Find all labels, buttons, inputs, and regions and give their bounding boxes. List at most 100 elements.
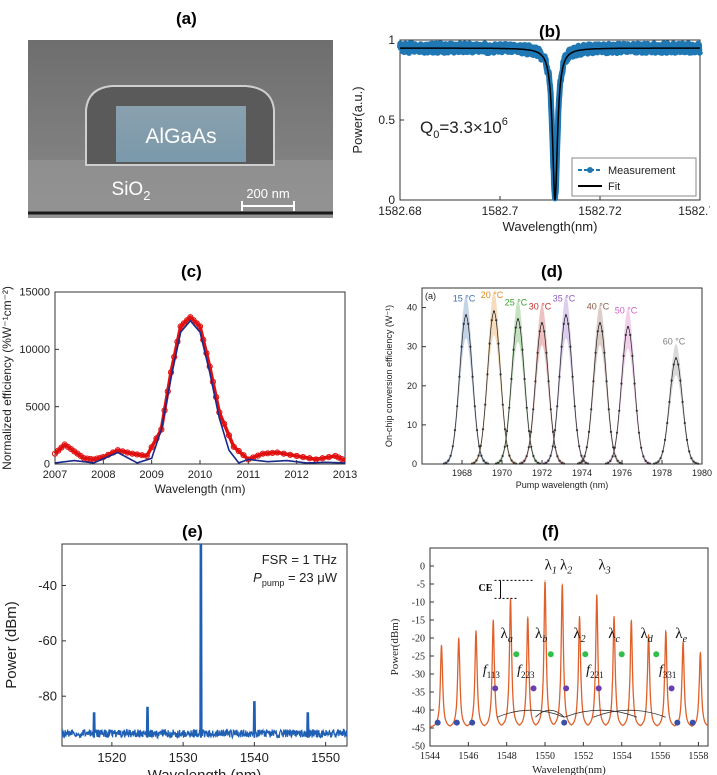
chart-e: 1520 1530 1540 1550 -40 -60 -80 Wavelength (nm)… xyxy=(3,543,348,775)
y-axis-label: Power (dBm) xyxy=(3,601,20,689)
f-symbol: f xyxy=(517,663,523,678)
series-point xyxy=(508,454,511,457)
series-point xyxy=(646,461,649,464)
y-tick-label: 0 xyxy=(420,561,425,572)
spectrum-peak xyxy=(475,630,477,632)
f-label: f331 xyxy=(659,663,676,680)
series-point xyxy=(624,333,627,337)
sem-substrate-subscript: 2 xyxy=(143,188,150,203)
series-point xyxy=(501,403,504,406)
x-tick-label: 1530 xyxy=(169,750,198,765)
series-point xyxy=(609,459,612,462)
series-point xyxy=(615,431,619,434)
series-point xyxy=(475,459,478,462)
series-point xyxy=(470,462,474,465)
x-tick-label: 1558 xyxy=(688,751,708,762)
series-point xyxy=(534,459,537,462)
spectrum-peak xyxy=(492,619,494,621)
series-point xyxy=(469,345,472,348)
spectrum-peak xyxy=(458,637,460,639)
series-point xyxy=(525,455,528,458)
series-point xyxy=(666,421,669,425)
panel-label-f: (f) xyxy=(542,522,559,541)
series-point xyxy=(442,462,446,465)
series-point xyxy=(644,459,647,462)
y-tick-label: -30 xyxy=(412,669,425,680)
legend-measurement-marker xyxy=(587,167,593,173)
plot-frame xyxy=(61,543,348,747)
f-label: f113 xyxy=(483,663,501,680)
lambda-symbol: λ xyxy=(545,558,553,574)
measurement-point xyxy=(335,454,342,461)
blue-marker xyxy=(689,719,696,726)
series-point xyxy=(642,455,645,458)
lambda-symbol: λ xyxy=(675,626,683,642)
lambda-symbol: λ xyxy=(641,626,649,642)
x-tick-label: 1974 xyxy=(572,468,592,478)
series-point xyxy=(679,379,682,382)
x-tick-label: 1544 xyxy=(420,751,440,762)
chart-b: 1582.68 1582.7 1582.72 1582.74 0 0.5 1 Waveleng… xyxy=(350,33,710,234)
coupling-arrow xyxy=(496,709,565,718)
purple-marker xyxy=(563,685,570,692)
sem-image: AlGaAs SiO2 200 nm xyxy=(28,40,333,218)
series-point xyxy=(488,342,491,345)
measurement-point xyxy=(55,447,62,454)
panel-label-a: (a) xyxy=(176,9,197,28)
lambda-subscript: e xyxy=(683,634,688,645)
measurement-point xyxy=(300,454,307,461)
series-point xyxy=(514,326,517,329)
measurement-point xyxy=(196,323,204,330)
lambda-symbol: λ xyxy=(608,626,616,642)
blue-marker xyxy=(434,719,441,726)
series-point xyxy=(694,462,697,465)
lambda-symbol: λ xyxy=(501,626,509,642)
y-tick-label: 0 xyxy=(44,459,50,471)
series-point xyxy=(584,461,587,464)
purple-marker xyxy=(530,685,537,692)
pump-annotation: Ppump = 23 μW xyxy=(253,570,338,588)
series-point xyxy=(473,461,476,464)
chart-f: 1544 1546 1548 1550 1552 1554 1556 1558 0 -5 -10 -1… xyxy=(390,547,709,775)
x-tick-label: 1540 xyxy=(240,750,269,765)
series-point xyxy=(622,354,625,357)
series-point xyxy=(447,459,450,462)
y-tick-label: 0 xyxy=(388,193,395,207)
series-point xyxy=(553,429,557,432)
series-band-1 xyxy=(472,291,516,464)
green-marker xyxy=(582,651,589,658)
series-point xyxy=(510,459,513,462)
measurement-point xyxy=(58,444,65,451)
lambda-subscript: a xyxy=(508,634,513,645)
series-point xyxy=(683,421,686,425)
y-tick-label: -60 xyxy=(38,633,57,648)
q-factor-symbol: Q xyxy=(420,118,433,137)
series-point xyxy=(479,444,482,447)
blue-marker xyxy=(674,719,681,726)
series-point xyxy=(508,406,511,409)
series-point xyxy=(503,428,507,431)
lambda-subscript: 3 xyxy=(605,566,611,577)
series-point xyxy=(492,310,496,313)
series-point xyxy=(586,462,590,465)
green-marker xyxy=(618,651,625,658)
series-point xyxy=(530,445,533,448)
x-axis-label: Wavelength (nm) xyxy=(155,482,246,496)
series-point xyxy=(538,462,542,465)
series-point xyxy=(596,330,599,333)
lambda-label: λd xyxy=(641,626,654,645)
spectrum-peak xyxy=(665,630,667,632)
fsr-annotation: FSR = 1 THz xyxy=(262,552,337,567)
f-subscript: 223 xyxy=(521,670,535,680)
series-point xyxy=(521,348,524,351)
series-label-2: 25 °C xyxy=(505,298,528,308)
series-point xyxy=(560,345,563,348)
series-fit-line xyxy=(54,319,346,464)
series-point xyxy=(659,457,662,460)
series-point xyxy=(677,363,680,366)
series-point xyxy=(521,461,524,464)
lambda-symbol: λ xyxy=(560,558,568,574)
series-label-7: 60 °C xyxy=(663,337,686,347)
spectrum-peak xyxy=(699,651,701,653)
series-point xyxy=(501,454,504,458)
